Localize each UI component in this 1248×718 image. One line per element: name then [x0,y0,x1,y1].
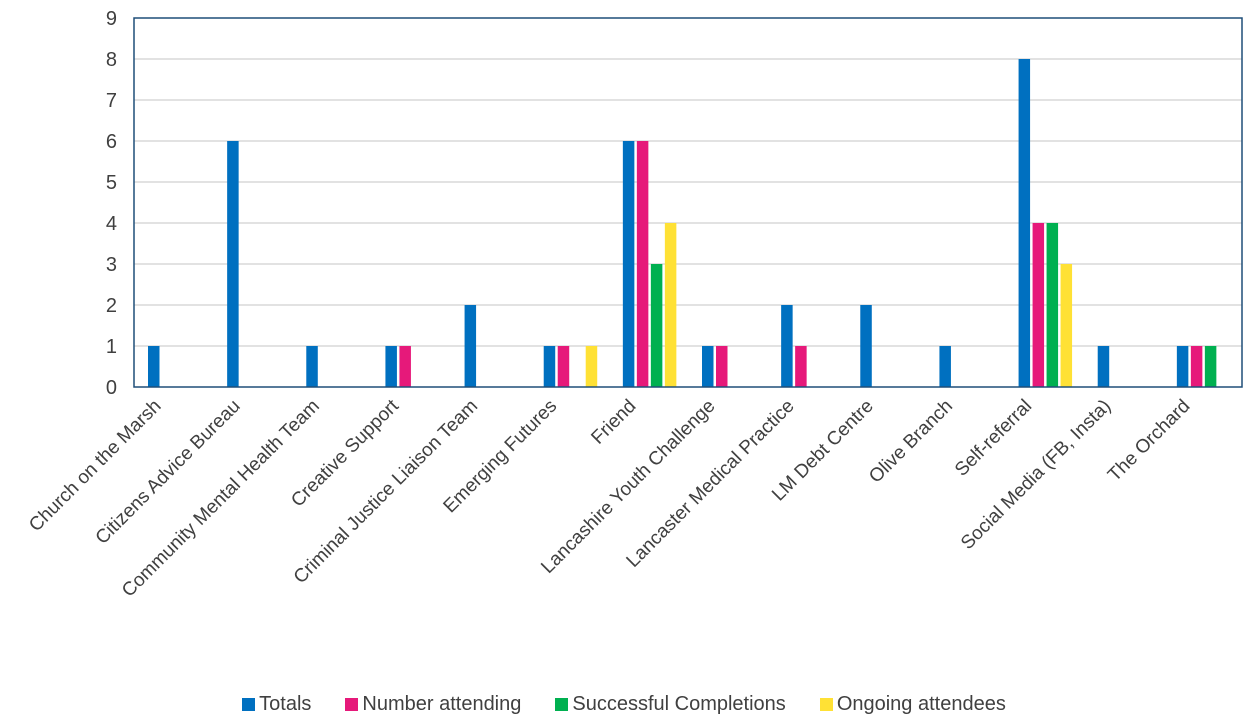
bar [148,346,160,387]
legend-item: Ongoing attendees [819,692,1006,716]
bar [227,141,239,387]
legend-label: Successful Completions [572,692,786,715]
x-category-label: Friend [587,396,640,449]
x-category-label: Citizens Advice Bureau [92,396,245,549]
y-tick-label: 2 [106,295,117,317]
y-tick-label: 1 [106,336,117,358]
bar [306,346,318,387]
y-tick-label: 6 [106,131,117,153]
bar [795,346,807,387]
bar [543,346,556,387]
bar [1097,346,1110,387]
bar [1190,346,1203,387]
bar [860,305,872,387]
legend-swatch [242,697,256,711]
y-tick-label: 9 [106,8,117,30]
x-category-label: Self-referral [951,396,1036,481]
bar [1204,346,1217,387]
x-category-label: Olive Branch [865,396,957,488]
y-tick-label: 7 [106,90,117,112]
legend-label: Number attending [362,692,522,715]
bar [1018,59,1031,387]
bar [399,346,411,387]
legend-swatch [555,697,569,711]
bar [781,305,793,387]
bar [1032,223,1045,387]
bar [1060,264,1073,387]
legend-label: Ongoing attendees [836,692,1006,715]
y-tick-label: 8 [106,49,117,71]
bar [636,141,649,387]
bar [702,346,714,387]
x-category-label: Social Media (FB, Insta) [957,396,1115,554]
bar [622,141,635,387]
legend: Totals Number attending Successful Complet… [0,690,1248,718]
legend-swatch [819,697,833,711]
gridlines [134,58,1242,347]
y-tick-label: 0 [106,377,117,399]
legend-swatch [345,697,359,711]
plot-area-border [133,17,1243,388]
bar [1046,223,1059,387]
bar [385,346,397,387]
y-axis-ticks: 0 1 2 3 4 5 6 7 8 9 [106,8,117,399]
bar [585,346,598,387]
y-tick-label: 3 [106,254,117,276]
y-tick-label: 4 [106,213,117,235]
legend-item: Totals [242,693,311,716]
legend-item: Successful Completions [555,692,786,716]
bar [557,346,570,387]
bars [148,59,1217,387]
bar [716,346,728,387]
x-category-label: Lancaster Medical Practice [623,396,799,572]
bar [650,264,663,387]
x-category-label: The Orchard [1104,396,1194,486]
bar [1176,346,1189,387]
legend-item: Number attending [345,693,521,716]
bar [464,305,477,387]
bar [939,346,951,387]
y-tick-label: 5 [106,172,117,194]
x-category-label: Church on the Marsh [25,396,165,536]
legend-label: Totals [259,692,312,715]
bar [664,223,677,387]
